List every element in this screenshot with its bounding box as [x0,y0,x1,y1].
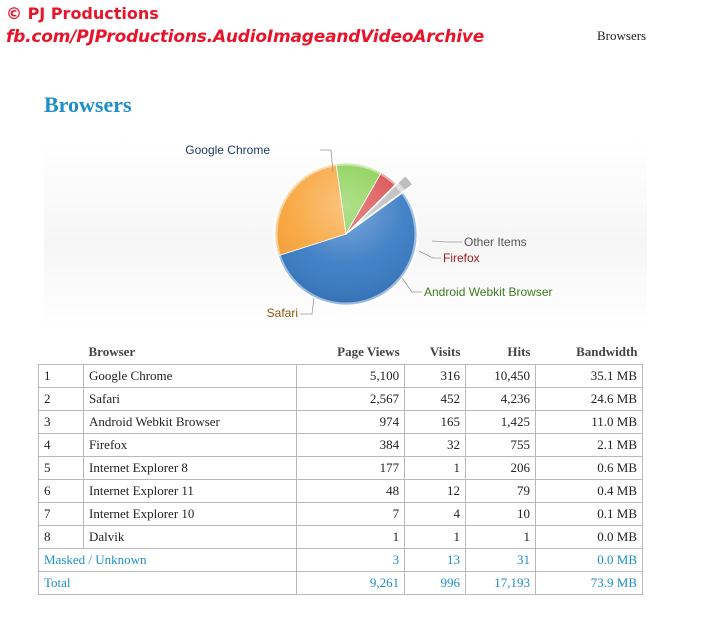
browser-pie-chart: Google Chrome Safari Android Webkit Browse… [44,138,647,330]
row-index: 5 [38,456,84,480]
table-row: 5 Internet Explorer 8 177 1 206 0.6 MB [38,456,644,480]
row-bandwidth: 2.1 MB [534,433,644,457]
masked-page-views: 3 [295,548,406,572]
row-hits: 755 [464,433,536,457]
col-browser-header: Browser [88,344,136,359]
row-visits: 316 [404,364,466,388]
row-page-views: 7 [295,502,406,526]
row-index: 1 [38,364,84,388]
total-label: Total [38,571,297,595]
masked-label: Masked / Unknown [38,548,297,572]
row-visits: 165 [404,410,466,434]
row-bandwidth: 0.6 MB [534,456,644,480]
row-visits: 1 [404,456,466,480]
pie-label-connector [300,297,315,315]
pie-label-android-webkit-browser: Android Webkit Browser [424,285,553,299]
row-index: 2 [38,387,84,411]
row-index: 8 [38,525,84,549]
row-browser: Internet Explorer 8 [83,456,297,480]
row-page-views: 974 [295,410,406,434]
pie-label-connector [401,277,422,293]
row-bandwidth: 0.0 MB [534,525,644,549]
pie-label-safari: Safari [267,306,298,320]
watermark-line-1: © PJ Productions [6,4,159,23]
row-browser: Safari [83,387,297,411]
page-title: Browsers [44,92,132,117]
row-index: 7 [38,502,84,526]
row-hits: 4,236 [464,387,536,411]
table-row: 1 Google Chrome 5,100 316 10,450 35.1 MB [38,364,644,388]
table-row: 7 Internet Explorer 10 7 4 10 0.1 MB [38,502,644,526]
total-page-views: 9,261 [295,571,406,595]
row-hits: 10,450 [464,364,536,388]
table-row: 4 Firefox 384 32 755 2.1 MB [38,433,644,457]
pie-label-google-chrome: Google Chrome [185,143,270,157]
row-visits: 32 [404,433,466,457]
row-bandwidth: 11.0 MB [534,410,644,434]
row-browser: Android Webkit Browser [83,410,297,434]
browsers-table: Browser Page Views Visits Hits Bandwidth… [38,341,644,595]
row-visits: 12 [404,479,466,503]
row-index: 6 [38,479,84,503]
pie-chart-svg: Google Chrome Safari Android Webkit Browse… [185,143,553,320]
row-index: 3 [38,410,84,434]
col-page-views-header: Page Views [337,344,400,359]
total-visits: 996 [404,571,466,595]
table-header-row: Browser Page Views Visits Hits Bandwidth [39,341,643,365]
table-row: 2 Safari 2,567 452 4,236 24.6 MB [38,387,644,411]
total-bandwidth: 73.9 MB [534,571,644,595]
table-row: 3 Android Webkit Browser 974 165 1,425 1… [38,410,644,434]
row-hits: 10 [464,502,536,526]
row-page-views: 48 [295,479,406,503]
row-hits: 1,425 [464,410,536,434]
row-browser: Dalvik [83,525,297,549]
row-visits: 1 [404,525,466,549]
row-bandwidth: 0.4 MB [534,479,644,503]
masked-unknown-row: Masked / Unknown 3 13 31 0.0 MB [38,548,644,572]
row-bandwidth: 35.1 MB [534,364,644,388]
row-bandwidth: 24.6 MB [534,387,644,411]
total-row: Total 9,261 996 17,193 73.9 MB [38,571,644,595]
row-hits: 79 [464,479,536,503]
row-browser: Internet Explorer 11 [83,479,297,503]
row-visits: 452 [404,387,466,411]
pie-label-connector [418,250,441,259]
masked-hits: 31 [464,548,536,572]
table-row: 6 Internet Explorer 11 48 12 79 0.4 MB [38,479,644,503]
watermark-line-2: fb.com/PJProductions.AudioImageandVideoA… [6,27,485,47]
row-page-views: 1 [295,525,406,549]
row-page-views: 2,567 [295,387,406,411]
row-hits: 1 [464,525,536,549]
row-page-views: 384 [295,433,406,457]
pie-shine-overlay [272,160,420,308]
pie-label-firefox: Firefox [443,251,480,265]
pie-label-connector [320,149,334,173]
total-hits: 17,193 [464,571,536,595]
col-visits-header: Visits [429,344,461,359]
row-hits: 206 [464,456,536,480]
row-page-views: 177 [295,456,406,480]
col-index-header [39,341,84,365]
table-row: 8 Dalvik 1 1 1 0.0 MB [38,525,644,549]
row-bandwidth: 0.1 MB [534,502,644,526]
row-visits: 4 [404,502,466,526]
row-browser: Internet Explorer 10 [83,502,297,526]
row-browser: Firefox [83,433,297,457]
col-hits-header: Hits [507,344,531,359]
pie-label-other-items: Other Items [464,235,527,249]
masked-visits: 13 [404,548,466,572]
row-browser: Google Chrome [83,364,297,388]
masked-bandwidth: 0.0 MB [534,548,644,572]
col-bandwidth-header: Bandwidth [576,344,638,359]
header-title: Browsers [597,28,647,43]
row-page-views: 5,100 [295,364,406,388]
pie-label-connector [431,240,462,243]
row-index: 4 [38,433,84,457]
